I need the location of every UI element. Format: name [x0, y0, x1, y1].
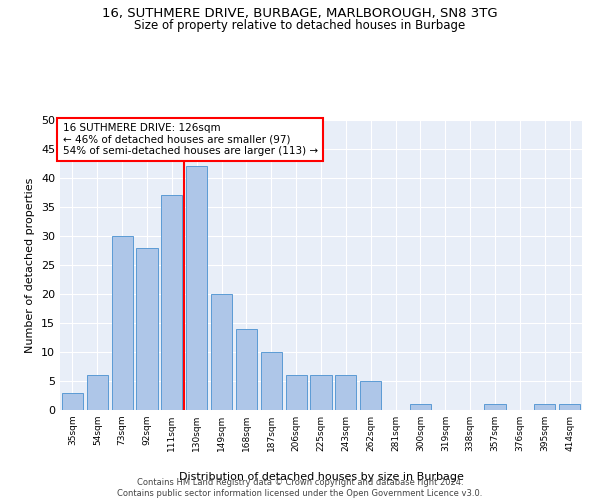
- Bar: [310, 375, 332, 410]
- Bar: [112, 236, 133, 410]
- Bar: [360, 381, 381, 410]
- Bar: [211, 294, 232, 410]
- Bar: [186, 166, 207, 410]
- Bar: [236, 329, 257, 410]
- Bar: [161, 196, 182, 410]
- Bar: [62, 392, 83, 410]
- Text: 16, SUTHMERE DRIVE, BURBAGE, MARLBOROUGH, SN8 3TG: 16, SUTHMERE DRIVE, BURBAGE, MARLBOROUGH…: [102, 8, 498, 20]
- Bar: [534, 404, 555, 410]
- Bar: [484, 404, 506, 410]
- Bar: [410, 404, 431, 410]
- Bar: [286, 375, 307, 410]
- Text: Distribution of detached houses by size in Burbage: Distribution of detached houses by size …: [179, 472, 463, 482]
- Bar: [136, 248, 158, 410]
- Bar: [87, 375, 108, 410]
- Text: 16 SUTHMERE DRIVE: 126sqm
← 46% of detached houses are smaller (97)
54% of semi-: 16 SUTHMERE DRIVE: 126sqm ← 46% of detac…: [62, 123, 318, 156]
- Text: Contains HM Land Registry data © Crown copyright and database right 2024.
Contai: Contains HM Land Registry data © Crown c…: [118, 478, 482, 498]
- Bar: [559, 404, 580, 410]
- Bar: [335, 375, 356, 410]
- Bar: [261, 352, 282, 410]
- Y-axis label: Number of detached properties: Number of detached properties: [25, 178, 35, 352]
- Text: Size of property relative to detached houses in Burbage: Size of property relative to detached ho…: [134, 18, 466, 32]
